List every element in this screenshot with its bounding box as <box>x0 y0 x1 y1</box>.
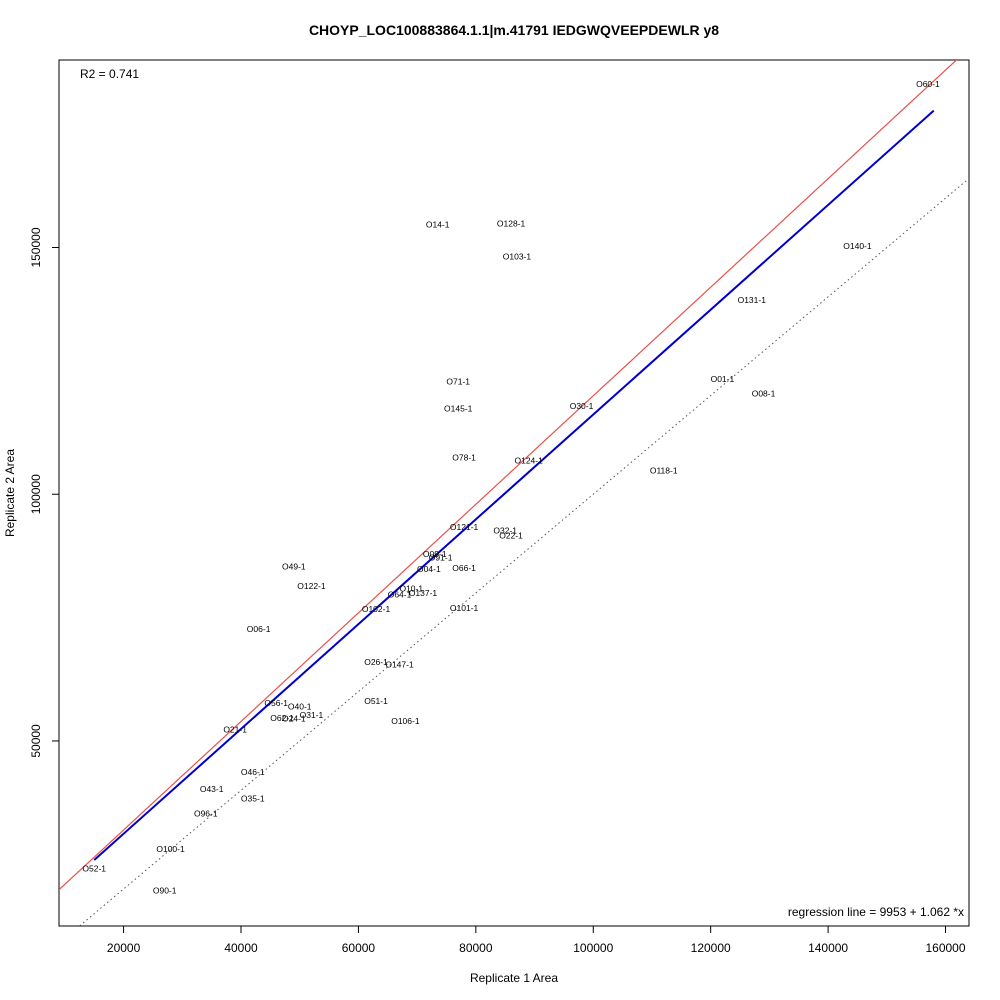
identity-line <box>78 178 969 926</box>
point-label: O31-1 <box>300 710 324 720</box>
point-label: O30-1 <box>570 401 594 411</box>
point-label: O124-1 <box>514 455 543 465</box>
regression-line <box>93 109 935 861</box>
point-label: O96-1 <box>194 809 218 819</box>
point-label: O140-1 <box>843 241 872 251</box>
y-tick-label: 50000 <box>29 724 43 758</box>
x-axis-label: Replicate 1 Area <box>470 971 558 985</box>
y-tick-label: 100000 <box>29 474 43 514</box>
chart-title: CHOYP_LOC100883864.1.1|m.41791 IEDGWQVEE… <box>309 22 719 38</box>
x-tick-label: 80000 <box>459 941 493 955</box>
point-label: O52-1 <box>82 864 106 874</box>
point-label: O118-1 <box>650 465 678 475</box>
point-label: O56-1 <box>264 698 288 708</box>
point-label: O102-1 <box>362 604 391 614</box>
point-label: O128-1 <box>497 219 526 229</box>
point-label: O121-1 <box>450 522 479 532</box>
point-label: O51-1 <box>364 696 388 706</box>
point-label: O24-1 <box>282 713 306 723</box>
x-tick-label: 60000 <box>342 941 376 955</box>
point-label: O62-1 <box>270 713 294 723</box>
point-label: O147-1 <box>385 660 414 670</box>
x-tick-label: 40000 <box>224 941 258 955</box>
x-tick-label: 140000 <box>808 941 848 955</box>
point-label: O26-1 <box>364 657 388 667</box>
y-tick-label: 150000 <box>29 227 43 267</box>
point-label: O101-1 <box>450 603 479 613</box>
point-label: O103-1 <box>503 252 532 262</box>
point-label: O14-1 <box>426 220 450 230</box>
point-label: O21-1 <box>223 724 247 734</box>
point-label: O122-1 <box>297 581 326 591</box>
regression-annotation: regression line = 9953 + 1.062 *x <box>788 905 964 919</box>
point-label: O145-1 <box>444 404 473 414</box>
lines-layer <box>59 60 969 926</box>
point-label: O40-1 <box>288 702 312 712</box>
r2-annotation: R2 = 0.741 <box>80 67 139 81</box>
point-label: O01-1 <box>711 374 735 384</box>
point-label: O10-1 <box>399 584 423 594</box>
point-label: O106-1 <box>391 716 420 726</box>
point-label: O71-1 <box>446 376 470 386</box>
upper-line <box>59 60 958 891</box>
plot-frame <box>58 59 970 927</box>
point-label: O32-1 <box>493 525 517 535</box>
point-label: O90-1 <box>153 886 177 896</box>
x-tick-label: 20000 <box>107 941 141 955</box>
x-tick-label: 160000 <box>925 941 965 955</box>
point-label: O35-1 <box>241 793 265 803</box>
x-tick-label: 100000 <box>573 941 613 955</box>
x-tick-label: 120000 <box>691 941 731 955</box>
point-label: O60-1 <box>916 79 940 89</box>
point-label: O137-1 <box>409 588 438 598</box>
point-label: O64-1 <box>388 590 412 600</box>
point-label: O06-1 <box>247 624 271 634</box>
point-label: O66-1 <box>452 563 476 573</box>
point-label: O09-1 <box>423 549 447 559</box>
y-axis-label: Replicate 2 Area <box>3 449 17 537</box>
point-label: O46-1 <box>241 767 265 777</box>
point-label: O08-1 <box>752 388 776 398</box>
point-label: O49-1 <box>282 562 306 572</box>
point-label: O100-1 <box>156 844 185 854</box>
point-label: O91-1 <box>429 553 453 563</box>
x-axis: 20000 40000 60000 80000 100000 120000 140000 16… <box>107 925 966 955</box>
y-axis: 50000 100000 150000 <box>29 227 60 758</box>
point-label: O04-1 <box>417 564 441 574</box>
point-label: O131-1 <box>738 295 767 305</box>
point-label: O43-1 <box>200 784 224 794</box>
point-label: O22-1 <box>499 530 523 540</box>
point-label: O78-1 <box>452 452 476 462</box>
points-layer: O60-1 O14-1 O128-1 O103-1 O140-1 O131-1 O01-1 O… <box>82 79 940 896</box>
